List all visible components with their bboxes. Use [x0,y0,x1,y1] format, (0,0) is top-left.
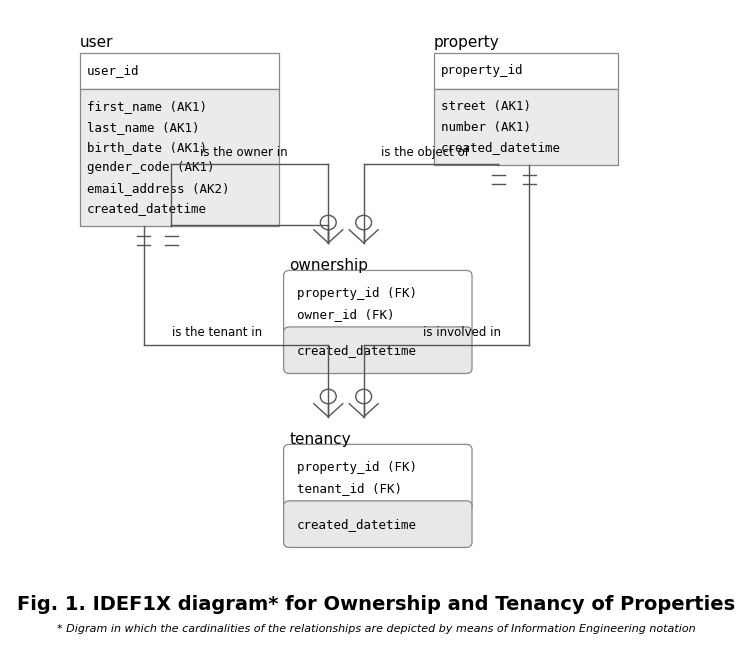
Text: email_address (AK2): email_address (AK2) [87,182,229,194]
Text: tenant_id (FK): tenant_id (FK) [296,481,402,495]
Text: created_datetime: created_datetime [87,202,208,215]
Bar [80,89,278,227]
Text: ownership: ownership [290,258,368,273]
Text: user: user [80,35,114,50]
FancyBboxPatch shape [284,327,472,373]
Text: street (AK1): street (AK1) [441,100,531,113]
Text: Fig. 1. IDEF1X diagram* for Ownership and Tenancy of Properties: Fig. 1. IDEF1X diagram* for Ownership an… [17,595,735,615]
Text: created_datetime: created_datetime [296,343,417,357]
Text: first_name (AK1): first_name (AK1) [87,100,208,113]
Text: is the tenant in: is the tenant in [172,326,262,339]
Text: property_id (FK): property_id (FK) [296,287,417,300]
FancyBboxPatch shape [284,501,472,548]
Text: property: property [434,35,499,50]
Text: property_id: property_id [441,64,523,77]
Bar [434,52,618,89]
Text: owner_id (FK): owner_id (FK) [296,308,394,321]
FancyBboxPatch shape [284,444,472,511]
Text: gender_code (AK1): gender_code (AK1) [87,161,215,174]
Text: is involved in: is involved in [423,326,501,339]
Bar [80,52,278,89]
Text: user_id: user_id [87,64,140,77]
Text: number (AK1): number (AK1) [441,121,531,133]
Text: is the object of: is the object of [381,146,469,159]
FancyBboxPatch shape [284,271,472,337]
Text: property_id (FK): property_id (FK) [296,461,417,474]
Text: created_datetime: created_datetime [296,518,417,530]
Text: created_datetime: created_datetime [441,141,561,154]
Text: * Digram in which the cardinalities of the relationships are depicted by means o: * Digram in which the cardinalities of t… [56,624,696,634]
Text: last_name (AK1): last_name (AK1) [87,121,200,133]
Text: birth_date (AK1): birth_date (AK1) [87,141,208,154]
Text: is the owner in: is the owner in [200,146,288,159]
Text: tenancy: tenancy [290,432,351,447]
Bar [434,89,618,166]
